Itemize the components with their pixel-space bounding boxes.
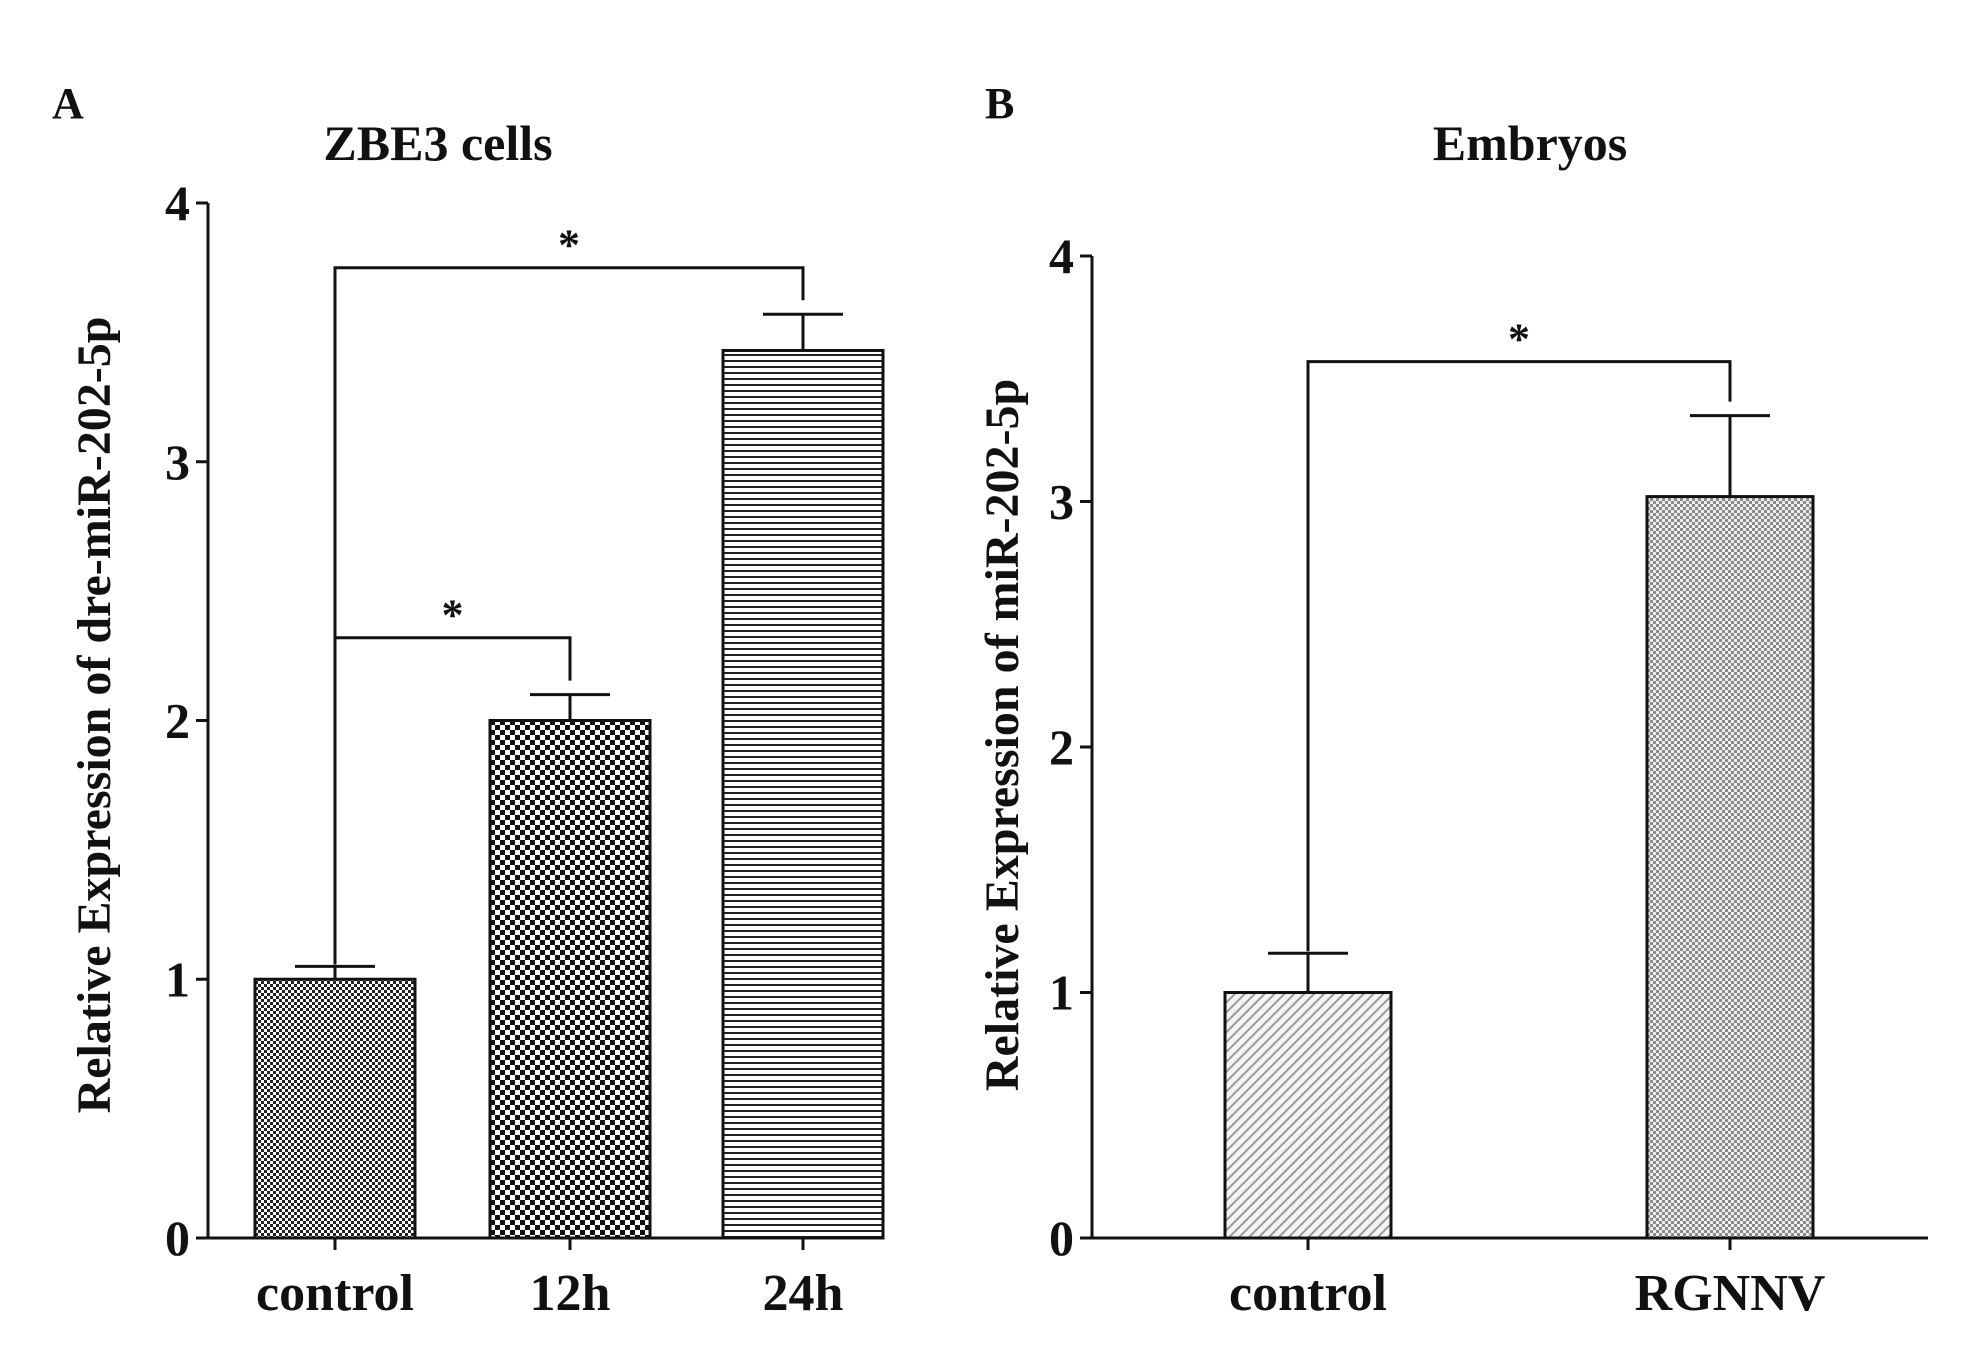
significance-bracket	[333, 266, 805, 965]
y-axis-label-a: Relative Expression of dre-miR-202-5p	[68, 317, 121, 1114]
y-tick-label: 4	[1049, 228, 1074, 284]
plot-b: 0 1 2 3 4 control RGNNV *	[1049, 228, 1928, 1322]
y-tick-label: 1	[165, 951, 190, 1007]
chart-title-b: Embryos	[1433, 115, 1627, 171]
x-tick-label: 12h	[530, 1265, 611, 1322]
y-tick-label: 0	[165, 1210, 190, 1266]
significance-bracket	[1306, 360, 1732, 952]
x-tick-label: RGNNV	[1635, 1265, 1826, 1322]
panel-a: A ZBE3 cells Relative Expression of dre-…	[52, 79, 885, 1322]
significance-star: *	[442, 591, 464, 640]
panel-letter-b: B	[985, 79, 1014, 128]
y-tick-label: 2	[1049, 719, 1074, 775]
panel-letter-a: A	[52, 79, 84, 128]
y-tick-label: 2	[165, 693, 190, 749]
plot-a: 0 1 2 3 4 control 12h 24h * *	[165, 175, 885, 1322]
x-tick-label: control	[256, 1265, 414, 1322]
bar	[488, 719, 652, 1240]
y-tick-label: 3	[1049, 474, 1074, 530]
bar	[721, 348, 885, 1240]
panel-b: B Embryos Relative Expression of miR-202…	[976, 79, 1928, 1322]
y-tick-label: 3	[165, 434, 190, 490]
y-tick-label: 4	[165, 175, 190, 231]
bar	[1645, 495, 1815, 1240]
significance-star: *	[558, 221, 580, 270]
y-axis-label-b: Relative Expression of miR-202-5p	[976, 379, 1029, 1091]
bar	[253, 977, 417, 1240]
x-tick-label: 24h	[763, 1265, 844, 1322]
y-tick-label: 1	[1049, 965, 1074, 1021]
x-tick-label: control	[1229, 1265, 1387, 1322]
bar	[1223, 991, 1393, 1240]
chart-title-a: ZBE3 cells	[323, 115, 552, 171]
y-tick-label: 0	[1049, 1210, 1074, 1266]
significance-star: *	[1508, 315, 1530, 364]
